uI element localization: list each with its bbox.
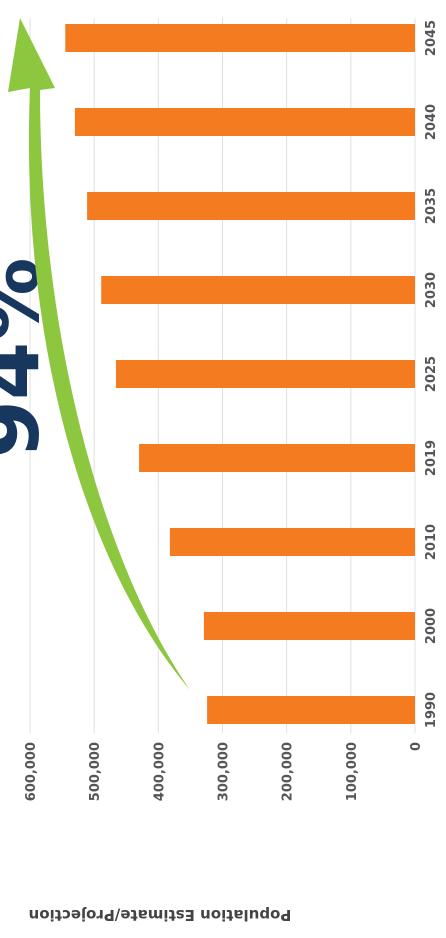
bar bbox=[203, 612, 415, 640]
y-tick-label: 300,000 bbox=[217, 742, 232, 801]
growth-arrow bbox=[8, 18, 190, 690]
x-tick-label: 1990 bbox=[424, 692, 439, 728]
bar bbox=[139, 444, 415, 472]
chart-body: 94% Population Estimate/Projection 0100,… bbox=[0, 18, 439, 924]
y-tick-label: 200,000 bbox=[281, 742, 296, 801]
x-tick-label: 2045 bbox=[424, 20, 439, 56]
bar bbox=[169, 528, 415, 556]
x-tick-label: 2035 bbox=[424, 188, 439, 224]
x-tick-label: 2019 bbox=[424, 440, 439, 476]
x-tick-label: 2000 bbox=[424, 608, 439, 644]
bar bbox=[207, 696, 415, 724]
bar bbox=[87, 192, 415, 220]
x-tick-label: 2010 bbox=[424, 524, 439, 560]
bar bbox=[115, 360, 415, 388]
y-axis-title: Population Estimate/Projection bbox=[29, 906, 292, 924]
x-tick-label: 2030 bbox=[424, 272, 439, 308]
bar bbox=[74, 108, 416, 136]
bar bbox=[101, 276, 415, 304]
y-tick-label: 500,000 bbox=[88, 742, 103, 801]
bar bbox=[65, 24, 416, 52]
y-tick-label: 100,000 bbox=[345, 742, 360, 801]
x-tick-label: 2025 bbox=[424, 356, 439, 392]
x-tick-label: 2040 bbox=[424, 104, 439, 140]
y-tick-label: 400,000 bbox=[152, 742, 167, 801]
y-tick-label: 600,000 bbox=[24, 742, 39, 801]
y-tick-label: 0 bbox=[409, 742, 424, 751]
